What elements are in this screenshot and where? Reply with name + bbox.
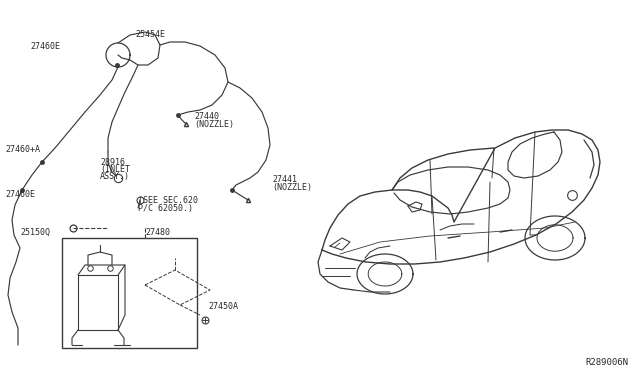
Text: (NOZZLE): (NOZZLE)	[272, 183, 312, 192]
Text: 27450A: 27450A	[208, 302, 238, 311]
Text: 28916: 28916	[100, 158, 125, 167]
Text: P/C 62050.): P/C 62050.)	[138, 204, 193, 213]
Text: R289006N: R289006N	[585, 358, 628, 367]
Text: (SEE SEC.620: (SEE SEC.620	[138, 196, 198, 205]
Text: (INLET: (INLET	[100, 165, 130, 174]
Text: ASSY.): ASSY.)	[100, 172, 130, 181]
Text: 27460+A: 27460+A	[5, 145, 40, 154]
Text: 27441: 27441	[272, 175, 297, 184]
Text: (NOZZLE): (NOZZLE)	[194, 120, 234, 129]
Text: 27480: 27480	[145, 228, 170, 237]
Text: 25454E: 25454E	[135, 30, 165, 39]
Bar	[62, 238, 197, 348]
Text: 27460E: 27460E	[5, 190, 35, 199]
Text: 25150Q: 25150Q	[20, 228, 50, 237]
Text: 27440: 27440	[194, 112, 219, 121]
Text: 27460E: 27460E	[30, 42, 60, 51]
